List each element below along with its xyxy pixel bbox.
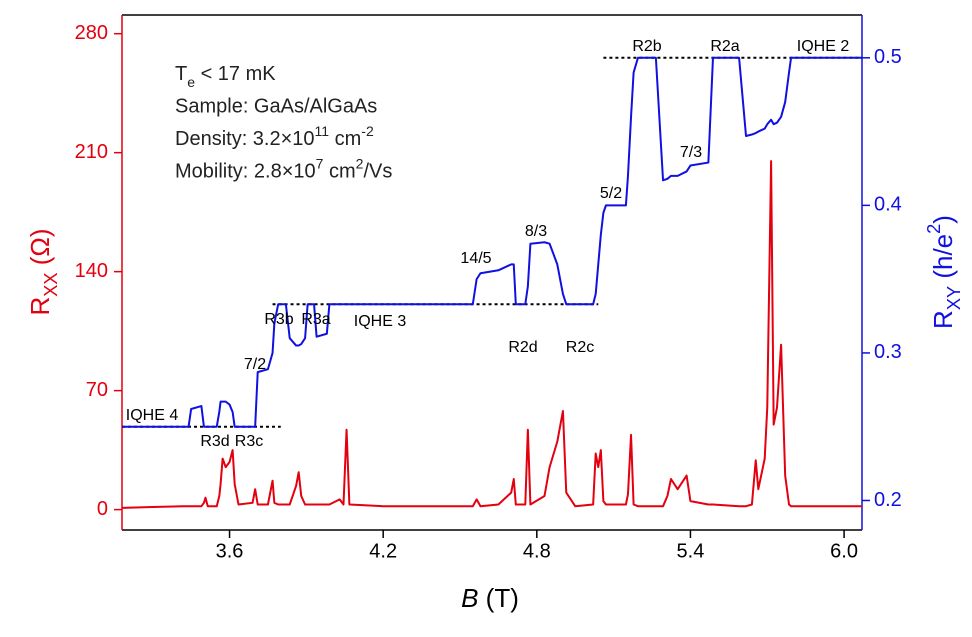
subscript: XX	[41, 272, 61, 296]
annotation: R2d	[508, 339, 537, 356]
text-part: T	[175, 63, 187, 85]
superscript: -2	[361, 123, 374, 139]
superscript: 2	[924, 224, 944, 234]
annotation: R3c	[235, 433, 263, 450]
y-tick-label: 210	[75, 141, 108, 163]
data-line	[122, 56, 862, 428]
x-tick-label: 5.4	[677, 540, 705, 562]
subscript: e	[187, 74, 195, 90]
y2-tick-label: 0.4	[874, 194, 902, 216]
annotation: 14/5	[460, 250, 491, 267]
text-part: (T)	[478, 583, 518, 613]
text-part: Mobility: 2.8×10	[175, 161, 316, 183]
reference-label: IQHE 3	[354, 313, 407, 330]
superscript: 7	[316, 155, 324, 171]
text-part: Density: 3.2×10	[175, 128, 315, 150]
x-tick-label: 6.0	[830, 540, 858, 562]
info-line: Te < 17 mK	[175, 63, 276, 89]
y2-axis-title: RXY (h/e2)	[924, 215, 964, 329]
text-part: )	[928, 215, 958, 224]
x-tick-label: 4.8	[523, 540, 551, 562]
annotation: R3a	[301, 311, 330, 328]
annotation: R2a	[710, 38, 739, 55]
annotation: 7/2	[244, 356, 266, 373]
data-line	[121, 160, 862, 509]
text-part: /Vs	[363, 161, 392, 183]
text-part: (Ω)	[25, 228, 55, 272]
info-line: Mobility: 2.8×107 cm2/Vs	[175, 155, 392, 183]
reference-label: IQHE 4	[126, 407, 179, 424]
text-part: cm	[323, 161, 355, 183]
text-part: < 17 mK	[195, 63, 276, 85]
text-part: Sample: GaAs/AlGaAs	[175, 96, 377, 118]
annotation: R3b	[264, 311, 293, 328]
reference-label: IQHE 2	[797, 38, 850, 55]
x-tick-label: 3.6	[216, 540, 244, 562]
y2-tick-label: 0.3	[874, 341, 902, 363]
y-tick-label: 280	[75, 22, 108, 44]
x-tick-label: 4.2	[369, 540, 397, 562]
superscript: 11	[315, 123, 330, 139]
annotation: 5/2	[600, 185, 622, 202]
x-axis-title: B (T)	[461, 583, 519, 613]
y2-tick-label: 0.5	[874, 46, 902, 68]
annotation: R3d	[200, 433, 229, 450]
text-part: R	[928, 310, 958, 329]
y-tick-label: 70	[86, 379, 108, 401]
info-line: Density: 3.2×1011 cm-2	[175, 123, 374, 151]
y-axis-title: RXX (Ω)	[25, 228, 61, 315]
superscript: 2	[356, 155, 364, 171]
text-part: (h/e	[928, 234, 958, 286]
y2-tick-label: 0.2	[874, 489, 902, 511]
text-part: cm	[329, 128, 361, 150]
annotation: R2b	[632, 38, 661, 55]
text-part: R	[25, 297, 55, 316]
y-tick-label: 140	[75, 260, 108, 282]
annotation: 8/3	[525, 223, 547, 240]
annotation: R2c	[566, 339, 594, 356]
annotation: 7/3	[680, 144, 702, 161]
y-tick-label: 0	[97, 498, 108, 520]
info-line: Sample: GaAs/AlGaAs	[175, 96, 377, 118]
italic-text: B	[461, 583, 478, 613]
subscript: XY	[944, 286, 964, 310]
